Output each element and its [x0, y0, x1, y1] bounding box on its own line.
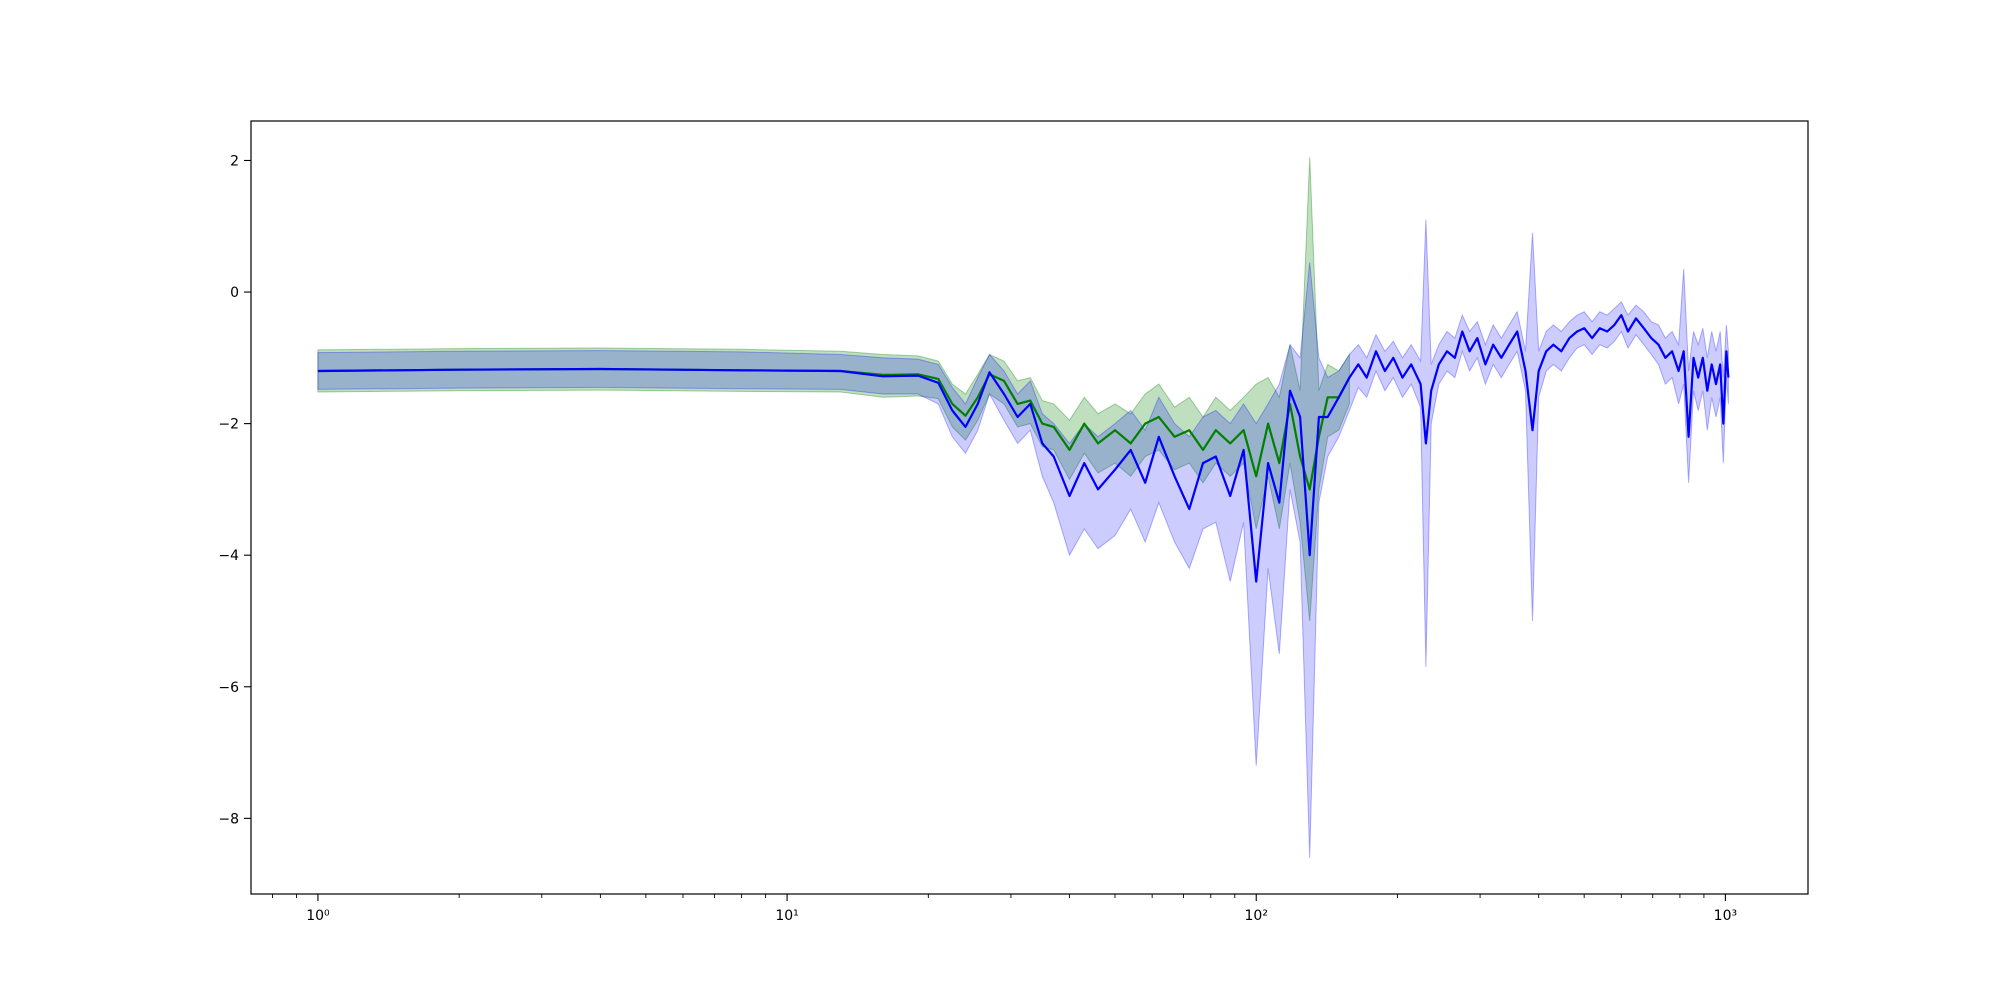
plot-area	[317, 157, 1730, 858]
x-tick-label: 10³	[1714, 908, 1737, 924]
series-2-band	[317, 219, 1729, 858]
y-axis: 2 0 −2 −4 −6 −8	[218, 153, 251, 827]
y-tick-label: −2	[218, 417, 239, 433]
series-1-line	[317, 367, 1351, 491]
x-tick-label: 10¹	[775, 908, 798, 924]
y-tick-label: −6	[218, 680, 239, 696]
y-tick-label: −4	[218, 548, 239, 564]
axes-frame	[250, 120, 1809, 895]
y-tick-label: −8	[218, 811, 239, 827]
series-1-band	[317, 157, 1350, 622]
x-tick-label: 10²	[1245, 908, 1268, 924]
x-axis: 10⁰ 10¹ 10² 10³	[272, 894, 1737, 924]
y-tick-label: 2	[230, 153, 239, 169]
x-tick-label: 10⁰	[306, 908, 330, 924]
series-2-line	[317, 314, 1730, 583]
y-tick-label: 0	[230, 285, 239, 301]
